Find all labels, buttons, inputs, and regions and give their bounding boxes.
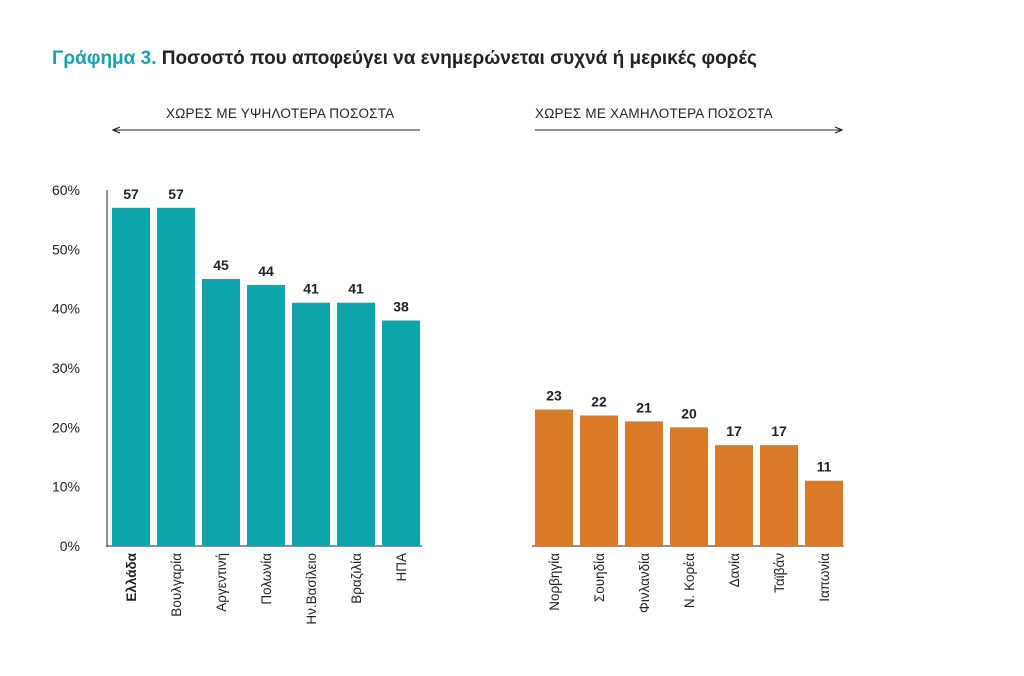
y-tick-label: 10% <box>52 479 80 495</box>
category-label: Βραζιλία <box>349 553 364 604</box>
y-tick-label: 0% <box>60 538 80 554</box>
group-label-higher: ΧΩΡΕΣ ΜΕ ΥΨΗΛΟΤΕΡΑ ΠΟΣΟΣΤΑ <box>166 106 395 121</box>
category-label: Σουηδία <box>592 553 607 602</box>
bar <box>670 427 708 546</box>
chart-title: Γράφημα 3. Ποσοστό που αποφεύγει να ενημ… <box>52 48 757 70</box>
bar <box>805 480 843 546</box>
bar <box>625 421 663 546</box>
bar <box>580 415 618 546</box>
category-label: Ν. Κορέα <box>682 553 697 608</box>
chart-title-text: Ποσοστό που αποφεύγει να ενημερώνεται συ… <box>161 48 757 69</box>
category-label: Ην.Βασίλειο <box>304 553 319 625</box>
bar <box>337 302 375 546</box>
bar <box>292 302 330 546</box>
bar-value-label: 57 <box>123 186 139 202</box>
bar <box>715 445 753 546</box>
y-tick-label: 50% <box>52 241 80 257</box>
bar-value-label: 22 <box>591 393 607 409</box>
category-label: Βουλγαρία <box>169 553 184 617</box>
bar-value-label: 45 <box>213 257 229 273</box>
category-label: Ιαπωνία <box>817 553 832 602</box>
category-label: Δανία <box>727 553 742 588</box>
category-label: Ελλάδα <box>124 552 139 601</box>
group-label-lower: ΧΩΡΕΣ ΜΕ ΧΑΜΗΛΟΤΕΡΑ ΠΟΣΟΣΤΑ <box>535 106 773 121</box>
bar <box>382 320 420 546</box>
bar-value-label: 11 <box>817 459 832 475</box>
category-label: Αργεντινή <box>214 553 229 612</box>
bar-value-label: 17 <box>726 423 742 439</box>
bar <box>760 445 798 546</box>
y-tick-label: 30% <box>52 360 80 376</box>
bar-value-label: 44 <box>258 263 274 279</box>
bar-value-label: 41 <box>348 281 364 297</box>
bar <box>112 207 150 547</box>
y-tick-label: 60% <box>52 182 80 198</box>
bar <box>247 284 285 546</box>
category-label: Φινλανδία <box>637 553 652 613</box>
bar-value-label: 20 <box>681 405 697 421</box>
category-label: Πολωνία <box>259 553 274 605</box>
category-label: ΗΠΑ <box>394 553 409 582</box>
bar-value-label: 21 <box>636 399 652 415</box>
bar-value-label: 57 <box>168 186 184 202</box>
category-label: Νορβηγία <box>547 553 562 611</box>
chart-title-prefix: Γράφημα 3. <box>52 48 157 69</box>
bar <box>535 409 573 546</box>
category-label: Ταϊβάν <box>772 553 787 593</box>
bar-value-label: 17 <box>771 423 787 439</box>
y-tick-label: 40% <box>52 301 80 317</box>
bar-value-label: 41 <box>303 281 319 297</box>
bar <box>202 279 240 546</box>
bar-value-label: 23 <box>546 388 562 404</box>
y-tick-label: 20% <box>52 419 80 435</box>
bar <box>157 207 195 547</box>
bar-value-label: 38 <box>393 299 409 315</box>
